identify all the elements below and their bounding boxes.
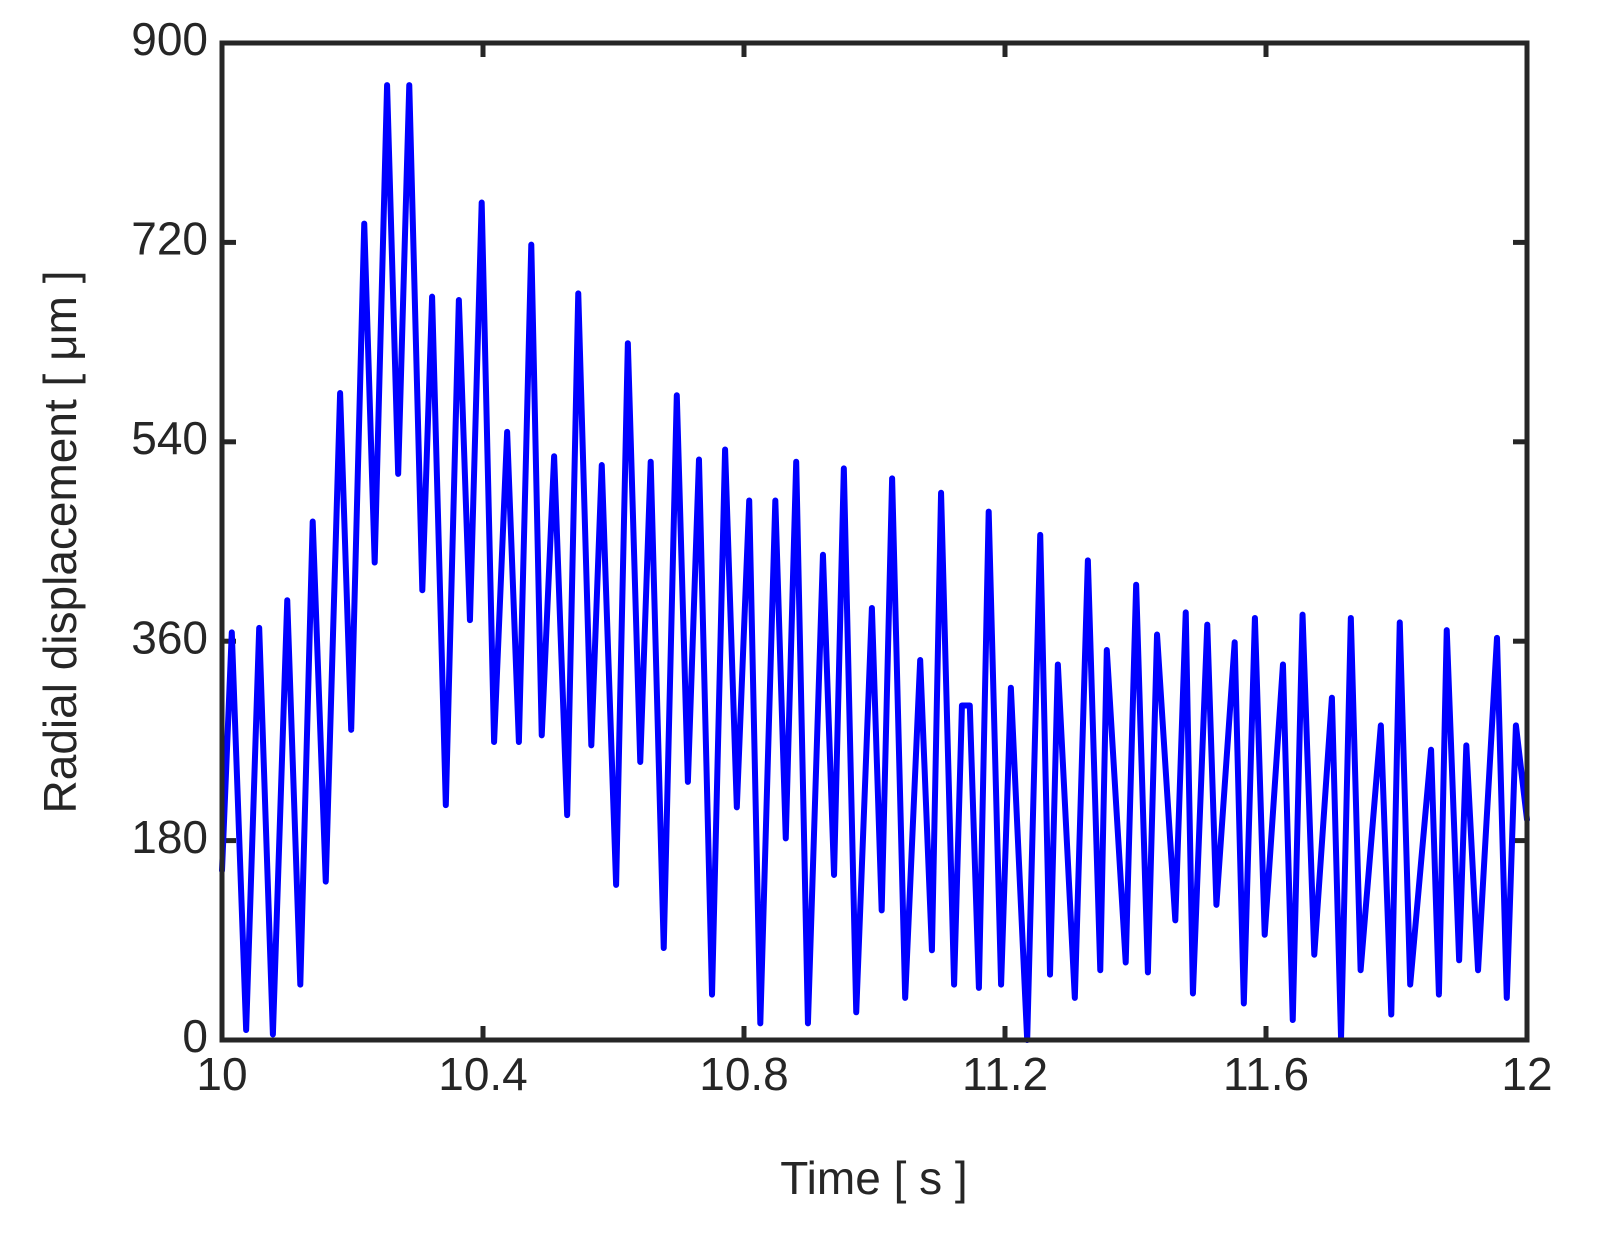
x-tick-label: 10.4: [438, 1048, 528, 1100]
x-tick-label: 10.8: [699, 1048, 789, 1100]
y-tick-label: 540: [131, 412, 208, 464]
x-axis-label: Time [ s ]: [780, 1152, 967, 1204]
x-tick-label: 10: [196, 1048, 247, 1100]
y-tick-label: 0: [182, 1010, 208, 1062]
x-tick-label: 11.2: [962, 1048, 1048, 1100]
data-line: [219, 82, 1530, 1043]
y-tick-label: 720: [131, 213, 208, 265]
y-tick-label: 900: [131, 13, 208, 65]
y-axis-label: Radial displacement [ μm ]: [34, 271, 86, 814]
y-tick-label: 360: [131, 611, 208, 663]
plot-frame: [219, 40, 1530, 1043]
y-tick-label: 180: [131, 811, 208, 863]
x-tick-label: 12: [1501, 1048, 1552, 1100]
x-tick-label: 11.6: [1223, 1048, 1309, 1100]
